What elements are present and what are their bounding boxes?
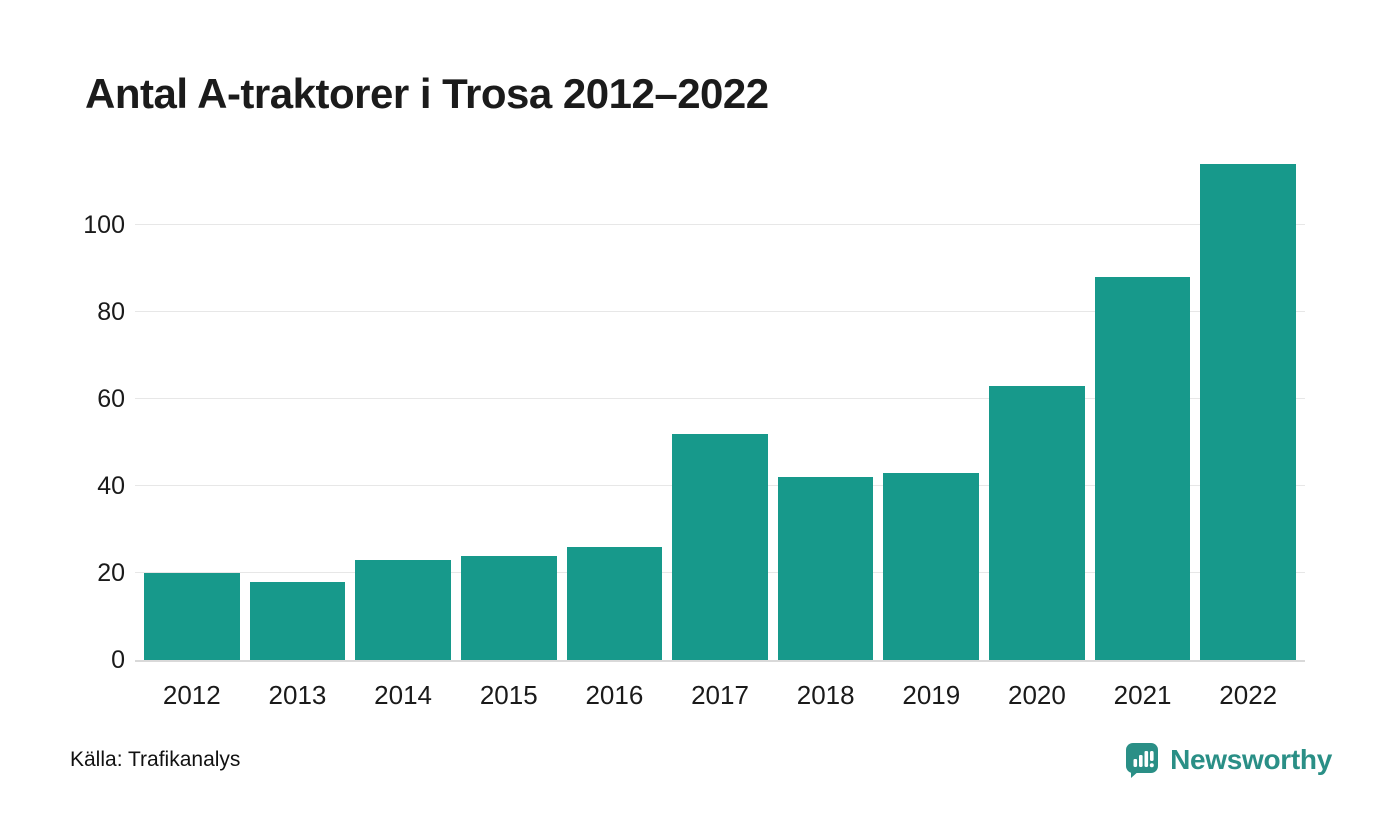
x-axis-tick-label: 2016 [585,680,644,710]
x-axis-tick-label: 2012 [162,680,221,710]
plot-area [135,160,1305,662]
newsworthy-logo: Newsworthy [1124,742,1332,778]
y-axis-tick-label: 0 [111,646,125,674]
bars [135,160,1305,660]
gridline [135,398,1305,400]
x-axis-tick-label: 2017 [691,680,749,710]
bar-2013 [249,581,346,660]
bar-2022 [1200,164,1297,660]
y-axis-tick-label: 80 [97,298,125,327]
bar-2016 [566,546,663,660]
bar-2012 [144,573,240,660]
y-axis-tick-label: 100 [83,211,125,240]
bar-2018 [777,477,874,660]
newsworthy-logo-icon [1124,742,1160,778]
bar-2017 [672,433,768,660]
gridline [135,311,1305,313]
x-axis-tick-label: 2018 [796,680,855,710]
gridline [135,224,1305,226]
y-axis-tick-label: 20 [97,559,125,588]
x-axis-tick-label: 2019 [902,680,961,710]
x-axis: 2012 2013 2014 2015 2016 2017 2018 2019 2020 2021… [135,680,1305,711]
x-axis-tick-label: 2014 [374,680,433,710]
chart-title: Antal A-traktorer i Trosa 2012–2022 [85,70,769,117]
y-axis-tick-label: 60 [97,385,125,414]
x-axis-tick-label: 2021 [1113,680,1172,710]
y-axis-tick-label: 40 [97,472,125,501]
bar-2021 [1094,277,1191,660]
source-note: Källa: Trafikanalys [70,748,241,771]
y-axis: 0 20 40 60 80 100 [45,160,125,674]
x-axis-tick-label: 2015 [479,680,538,710]
x-axis-tick-label: 2013 [268,680,327,710]
bar-2019 [883,473,980,660]
x-axis-tick-label: 2022 [1219,680,1278,710]
bar-2020 [989,386,1085,660]
x-axis-tick-label: 2020 [1008,680,1066,710]
newsworthy-logo-text: Newsworthy [1170,744,1332,775]
bar-2014 [355,560,451,660]
bar-2015 [460,555,557,660]
